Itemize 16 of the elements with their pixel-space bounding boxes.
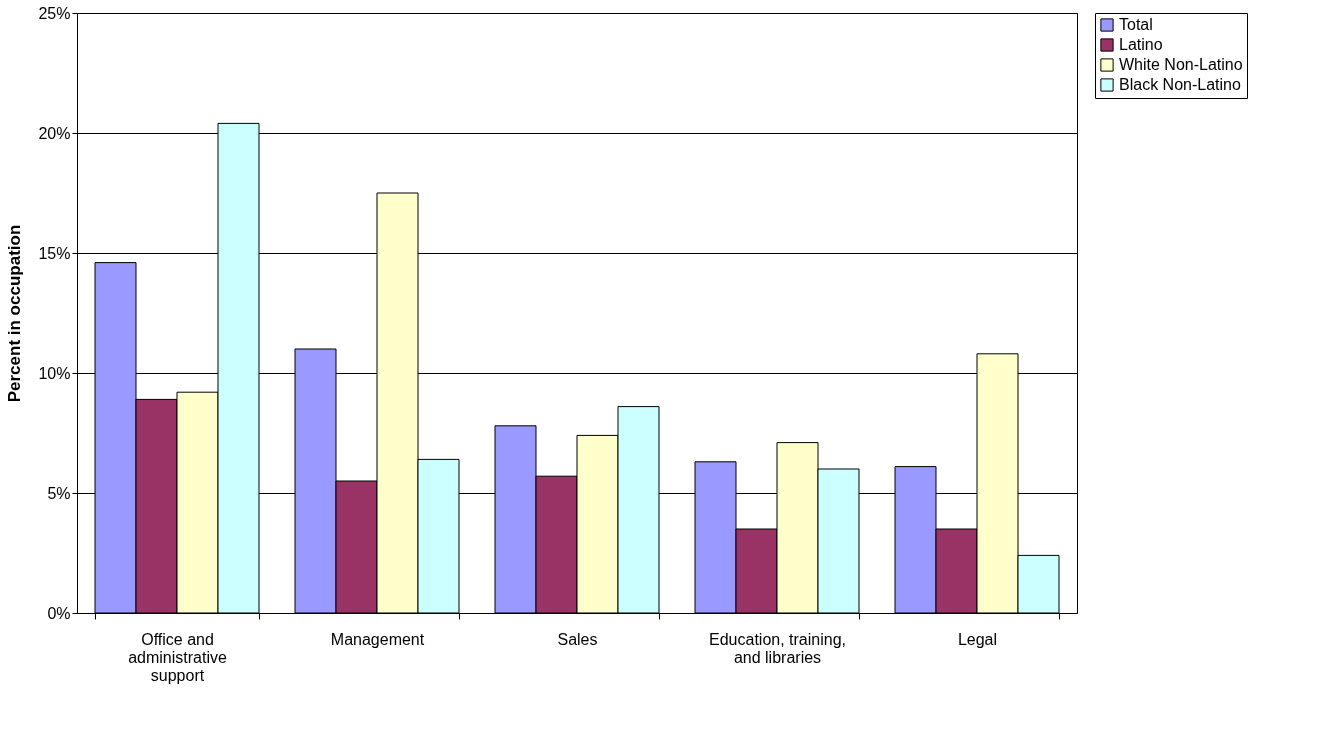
y-tick-label: 0% — [47, 604, 71, 622]
x-tick-label: Legal — [957, 630, 998, 648]
x-tick-label: Sales — [557, 630, 598, 648]
y-tick-label: 15% — [38, 244, 71, 262]
x-tick-label: Management — [330, 630, 425, 648]
y-axis-title: Percent in occupation — [5, 224, 25, 403]
y-tick-label: 10% — [38, 364, 71, 382]
x-tick-label: Office and administrative support — [128, 630, 227, 684]
y-tick-label: 25% — [38, 4, 71, 22]
legend-label: Total — [1119, 16, 1153, 33]
legend-label: White Non-Latino — [1119, 56, 1243, 73]
legend-label: Latino — [1119, 36, 1163, 53]
y-tick-label: 20% — [38, 124, 71, 142]
x-tick-label: Education, training, and libraries — [709, 630, 846, 666]
y-tick-label: 5% — [47, 484, 71, 502]
legend-label: Black Non-Latino — [1119, 76, 1241, 93]
